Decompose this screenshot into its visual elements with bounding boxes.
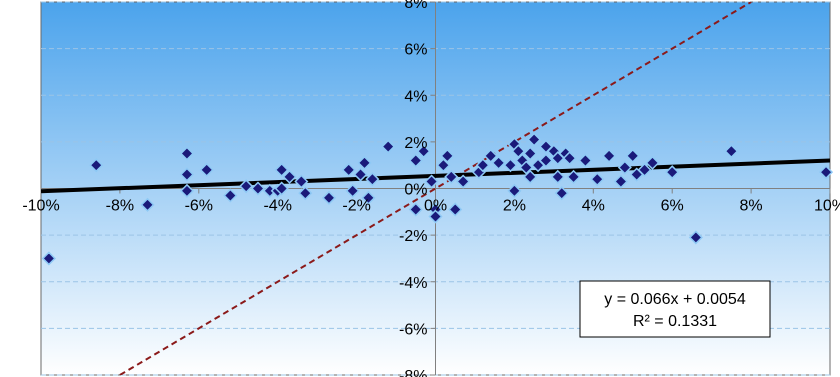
y-tick-label: 0%: [404, 182, 427, 199]
data-point: [475, 158, 490, 173]
equation-box-frame: [579, 280, 771, 338]
x-tick-label: 4%: [582, 198, 605, 215]
data-point: [416, 144, 431, 159]
y-tick-label: 2%: [404, 135, 427, 152]
data-point: [511, 144, 526, 159]
data-point: [617, 160, 632, 175]
x-tick-label: -2%: [342, 198, 370, 215]
data-point: [444, 169, 459, 184]
data-point: [274, 162, 289, 177]
data-point: [613, 174, 628, 189]
data-point: [523, 169, 538, 184]
regression-equation: y = 0.066x + 0.0054: [604, 291, 746, 308]
data-point: [602, 148, 617, 163]
data-point: [566, 169, 581, 184]
data-point: [282, 169, 297, 184]
data-point: [381, 139, 396, 154]
data-point: [724, 144, 739, 159]
data-point: [424, 174, 439, 189]
data-point: [491, 155, 506, 170]
y-tick-label: 8%: [404, 0, 427, 12]
trendline: [41, 158, 830, 194]
reference-line-y-equals-x: [119, 2, 752, 375]
data-point: [250, 181, 266, 196]
data-point: [294, 174, 309, 189]
data-point: [503, 158, 518, 173]
data-point: [274, 181, 289, 196]
x-tick-label: 10%: [814, 198, 840, 215]
data-point: [436, 158, 451, 173]
data-point: [440, 148, 455, 163]
y-tick-label: 6%: [404, 42, 427, 59]
data-point: [523, 146, 538, 161]
data-point: [507, 183, 522, 198]
data-point: [140, 197, 155, 212]
data-point: [179, 146, 195, 161]
y-tick-labels: 8% 6% 4% 2% 0% -2% -4% -6% -8%: [399, 0, 427, 377]
data-point: [550, 169, 565, 184]
data-point: [527, 132, 542, 147]
data-point: [357, 155, 372, 170]
data-point: [645, 155, 660, 170]
data-point: [199, 162, 214, 177]
x-tick-label: -4%: [263, 198, 291, 215]
data-point: [361, 190, 376, 205]
equation-box: y = 0.066x + 0.0054 R² = 0.1331: [579, 280, 771, 338]
data-point: [483, 148, 498, 163]
data-point: [321, 190, 337, 205]
data-point: [578, 153, 593, 168]
x-tick-label: 8%: [740, 198, 763, 215]
data-point: [625, 148, 640, 163]
data-point: [41, 251, 56, 266]
data-point: [408, 202, 423, 217]
y-tick-label: 4%: [404, 88, 427, 105]
data-point: [590, 172, 605, 187]
x-tick-label: 0%: [424, 198, 447, 215]
x-tick-label: -8%: [106, 198, 134, 215]
y-tick-label: -8%: [399, 368, 427, 377]
data-point: [345, 183, 360, 198]
data-point: [408, 153, 423, 168]
data-point: [554, 186, 569, 201]
data-point: [562, 151, 577, 166]
x-tick-label: 6%: [661, 198, 684, 215]
x-tick-label: -6%: [185, 198, 213, 215]
data-points: [41, 132, 834, 266]
reference-line-layer: [119, 2, 752, 375]
y-tick-label: -6%: [399, 321, 427, 338]
data-point: [365, 172, 380, 187]
data-point: [341, 162, 356, 177]
data-point: [239, 179, 254, 194]
data-point: [637, 162, 652, 177]
data-point: [89, 158, 104, 173]
x-tick-label: 2%: [503, 198, 526, 215]
data-point: [818, 165, 834, 180]
data-point: [456, 174, 471, 189]
data-point: [353, 167, 368, 182]
data-point: [179, 183, 195, 198]
y-tick-label: -2%: [399, 228, 427, 245]
y-tick-label: -4%: [399, 275, 427, 292]
data-point: [448, 202, 463, 217]
x-tick-label: -10%: [22, 198, 59, 215]
data-point: [688, 230, 703, 245]
x-tick-labels: -10% -8% -6% -4% -2% 0% 2% 4% 6% 8% 10%: [22, 198, 840, 215]
r-squared-value: R² = 0.1331: [633, 313, 717, 330]
data-point: [665, 165, 680, 180]
trendline-layer: [41, 158, 830, 194]
data-point: [538, 153, 554, 168]
data-point: [179, 167, 195, 182]
data-point: [223, 188, 238, 203]
data-point: [519, 160, 534, 175]
data-point: [428, 209, 443, 224]
data-point: [298, 186, 313, 201]
